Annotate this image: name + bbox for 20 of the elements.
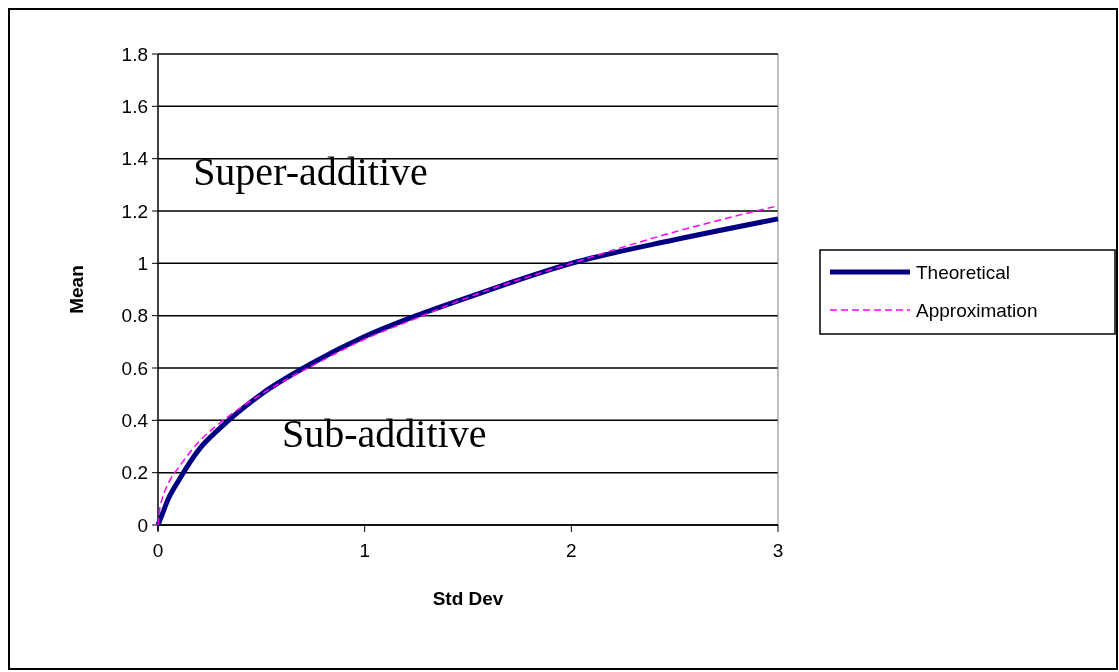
y-tick-label: 0.6: [121, 357, 148, 379]
y-tick-label: 1.6: [121, 95, 148, 117]
y-tick-label: 0.2: [121, 462, 148, 484]
x-tick-label: 0: [152, 540, 164, 561]
x-tick-label: 2: [566, 540, 577, 561]
x-axis-title: Std Dev: [432, 588, 504, 609]
y-axis-title: Mean: [66, 265, 87, 314]
y-tick-label: 0.8: [121, 305, 148, 327]
x-tick-label: 3: [772, 540, 784, 561]
y-tick-label: 1.8: [121, 43, 148, 65]
y-tick-label: 1.4: [121, 148, 149, 170]
legend-label: Theoretical: [916, 261, 1010, 283]
annotation: Super-additive: [193, 148, 428, 194]
y-tick-label: 1: [137, 252, 148, 274]
legend-label: Approximation: [916, 299, 1038, 321]
y-tick-label: 1.2: [121, 200, 148, 222]
y-tick-label: 0: [137, 514, 148, 536]
x-tick-label: 1: [359, 540, 370, 561]
annotation: Sub-additive: [282, 410, 487, 456]
y-tick-label: 0.4: [121, 409, 149, 431]
